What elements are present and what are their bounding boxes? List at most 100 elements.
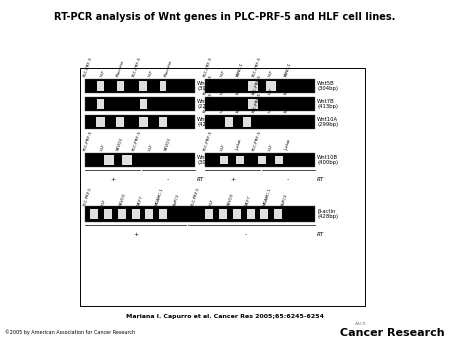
Text: Placenta: Placenta [164, 59, 173, 77]
Bar [275, 156, 283, 164]
Bar [85, 206, 315, 222]
Text: RT: RT [317, 232, 324, 237]
Bar [85, 97, 195, 111]
Text: SKVO3: SKVO3 [119, 192, 127, 206]
Bar [140, 99, 147, 108]
Bar [266, 80, 276, 92]
Text: PLC-PRF-5: PLC-PRF-5 [252, 130, 262, 151]
Text: HLF: HLF [219, 87, 225, 95]
Text: PANC-1: PANC-1 [235, 62, 244, 77]
Text: PLC-PRF-5: PLC-PRF-5 [203, 56, 213, 77]
Text: HLF: HLF [268, 143, 274, 151]
Text: Jurkat: Jurkat [235, 139, 243, 151]
Bar [145, 209, 153, 219]
Bar [205, 115, 315, 129]
Text: HLF: HLF [99, 143, 106, 151]
Bar [117, 81, 123, 91]
Bar [160, 81, 166, 91]
Text: MCF7: MCF7 [245, 194, 252, 206]
Bar [159, 209, 167, 219]
Text: BxPC3: BxPC3 [173, 193, 181, 206]
Text: HLF: HLF [268, 87, 274, 95]
Text: MCF7: MCF7 [284, 83, 292, 95]
Text: Wnt5B
(304bp): Wnt5B (304bp) [317, 80, 338, 91]
Text: -: - [286, 177, 288, 182]
Bar [233, 209, 241, 219]
Text: RT: RT [317, 177, 324, 182]
Bar [258, 156, 266, 164]
Bar [205, 97, 315, 111]
Bar [225, 117, 233, 126]
Text: PLC-PRF-5: PLC-PRF-5 [203, 92, 213, 113]
Bar [85, 115, 195, 129]
Text: HLF: HLF [148, 69, 154, 77]
Text: Placenta: Placenta [116, 59, 125, 77]
Bar [131, 209, 140, 219]
Text: Wnt5A
(300bp): Wnt5A (300bp) [197, 154, 218, 165]
Text: Wnt3
(223bp): Wnt3 (223bp) [197, 99, 218, 110]
Text: PLC-PRF-5: PLC-PRF-5 [83, 186, 93, 206]
Text: -: - [166, 177, 169, 182]
Text: BxPC1: BxPC1 [284, 99, 292, 113]
Bar [247, 209, 255, 219]
Text: BxPC1: BxPC1 [235, 99, 243, 113]
Text: HLF: HLF [99, 69, 106, 77]
Text: HLF: HLF [148, 143, 154, 151]
Text: RT-PCR analysis of Wnt genes in PLC-PRF-5 and HLF cell lines.: RT-PCR analysis of Wnt genes in PLC-PRF-… [54, 12, 396, 22]
Bar [90, 209, 98, 219]
Text: SKVO3: SKVO3 [227, 192, 235, 206]
Text: Wnt10B
(400bp): Wnt10B (400bp) [317, 154, 338, 165]
Bar [220, 156, 228, 164]
Bar [159, 117, 167, 127]
Bar [205, 153, 315, 167]
Text: PLC-PRF-5: PLC-PRF-5 [252, 56, 262, 77]
Text: +: + [110, 177, 115, 182]
Text: Cancer Research: Cancer Research [340, 328, 445, 338]
Text: MCF7: MCF7 [137, 194, 144, 206]
Bar [117, 117, 124, 127]
Text: Jurkat: Jurkat [284, 139, 292, 151]
Text: MCF7: MCF7 [235, 83, 243, 95]
Bar [274, 209, 282, 219]
Text: PLC-PRF-5: PLC-PRF-5 [191, 186, 201, 206]
Bar [140, 81, 147, 91]
Text: HLF: HLF [268, 104, 274, 113]
Bar [248, 99, 258, 110]
Bar [118, 209, 126, 219]
Text: Mariana I. Capurro et al. Cancer Res 2005;65:6245-6254: Mariana I. Capurro et al. Cancer Res 200… [126, 314, 324, 319]
Bar [104, 155, 114, 165]
Text: +: + [230, 177, 235, 182]
Text: Wnt10A
(299bp): Wnt10A (299bp) [317, 117, 338, 127]
Text: HLF: HLF [219, 69, 225, 77]
Bar [243, 117, 251, 126]
Bar [139, 117, 148, 127]
Text: RT: RT [197, 177, 204, 182]
Text: Wnt7B
(413bp): Wnt7B (413bp) [317, 99, 338, 110]
Text: PLC-PRF-5: PLC-PRF-5 [83, 56, 94, 77]
Text: AACR: AACR [355, 322, 366, 326]
Text: ©2005 by American Association for Cancer Research: ©2005 by American Association for Cancer… [5, 329, 135, 335]
Text: PLC-PRF-5: PLC-PRF-5 [132, 130, 142, 151]
Text: HLF: HLF [209, 198, 215, 206]
Text: HLF: HLF [219, 143, 225, 151]
Text: +: + [133, 232, 138, 237]
Text: BxPC3: BxPC3 [281, 193, 288, 206]
Text: PLC-PRF-5: PLC-PRF-5 [83, 130, 94, 151]
Bar [97, 81, 104, 91]
Bar [97, 99, 104, 108]
Text: HLF: HLF [219, 104, 225, 113]
Bar [205, 209, 213, 219]
Bar [205, 79, 315, 93]
Text: β-actin
(428bp): β-actin (428bp) [317, 209, 338, 219]
Bar [261, 209, 268, 219]
Text: MDAMC-1: MDAMC-1 [155, 187, 165, 206]
Bar [219, 209, 227, 219]
Text: PANC-1: PANC-1 [284, 62, 292, 77]
Text: SKVO3: SKVO3 [116, 137, 124, 151]
Text: SKVO3: SKVO3 [164, 137, 172, 151]
Bar [248, 80, 258, 92]
Bar [85, 153, 195, 167]
Bar [236, 156, 244, 164]
Text: HLF: HLF [268, 69, 274, 77]
Text: PLC-PRF-5: PLC-PRF-5 [203, 130, 213, 151]
